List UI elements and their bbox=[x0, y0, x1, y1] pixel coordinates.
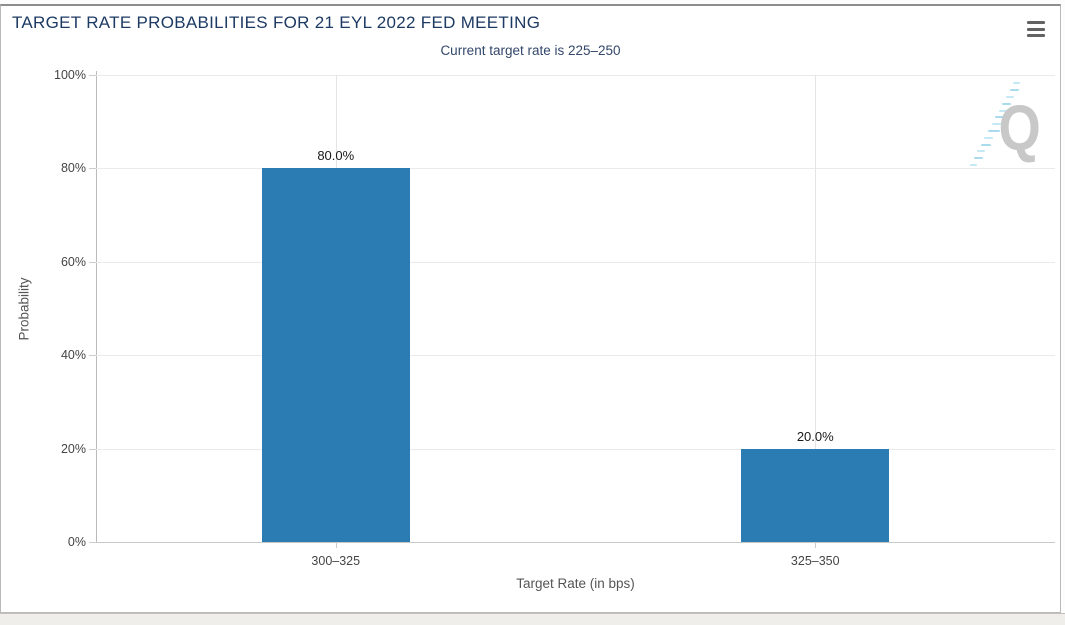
y-tick-label: 0% bbox=[67, 535, 86, 549]
x-tick-label: 300–325 bbox=[311, 554, 361, 568]
gridline-horizontal bbox=[96, 448, 1055, 450]
bar-chart-plot-area: Probability Target Rate (in bps) 0% 20% 40… bbox=[17, 68, 1055, 591]
gridline-horizontal bbox=[96, 168, 1055, 170]
y-tick-label: 60% bbox=[60, 254, 86, 269]
y-tick-label: 40% bbox=[60, 348, 86, 363]
y-tick-mark bbox=[89, 75, 96, 76]
bar-325-350[interactable] bbox=[741, 448, 890, 542]
hamburger-icon bbox=[1027, 21, 1045, 24]
x-tick-label: 325–350 bbox=[790, 554, 840, 568]
y-tick-mark bbox=[89, 542, 96, 543]
chart-menu-button[interactable] bbox=[1027, 20, 1047, 38]
y-axis-title: Probability bbox=[16, 276, 32, 341]
hamburger-icon bbox=[1027, 34, 1045, 37]
y-tick-label: 80% bbox=[60, 161, 86, 176]
y-tick-mark bbox=[89, 261, 96, 263]
x-tick-mark bbox=[335, 542, 337, 548]
y-tick-label: 100% bbox=[54, 68, 86, 82]
target-rate-probabilities-panel: TARGET RATE PROBABILITIES FOR 21 EYL 202… bbox=[0, 4, 1061, 613]
gridline-horizontal bbox=[96, 355, 1055, 357]
bar-300-325[interactable] bbox=[261, 168, 410, 542]
hamburger-icon bbox=[1027, 27, 1045, 31]
chart-subtitle: Current target rate is 225–250 bbox=[440, 43, 621, 58]
gridline-vertical bbox=[815, 75, 817, 542]
y-axis-line bbox=[96, 71, 97, 542]
bar-value-label: 20.0% bbox=[796, 428, 834, 444]
x-axis-line bbox=[96, 542, 1055, 543]
gridline-horizontal bbox=[96, 75, 1055, 76]
y-tick-mark bbox=[89, 448, 96, 450]
gridline-horizontal bbox=[96, 261, 1055, 263]
page-background-strip bbox=[0, 613, 1065, 625]
bar-value-label: 80.0% bbox=[317, 148, 355, 164]
y-tick-label: 20% bbox=[60, 441, 86, 456]
x-tick-mark bbox=[815, 542, 817, 548]
y-tick-mark bbox=[89, 355, 96, 357]
chart-title: TARGET RATE PROBABILITIES FOR 21 EYL 202… bbox=[12, 13, 541, 32]
x-axis-title: Target Rate (in bps) bbox=[516, 576, 635, 591]
y-tick-mark bbox=[89, 168, 96, 170]
